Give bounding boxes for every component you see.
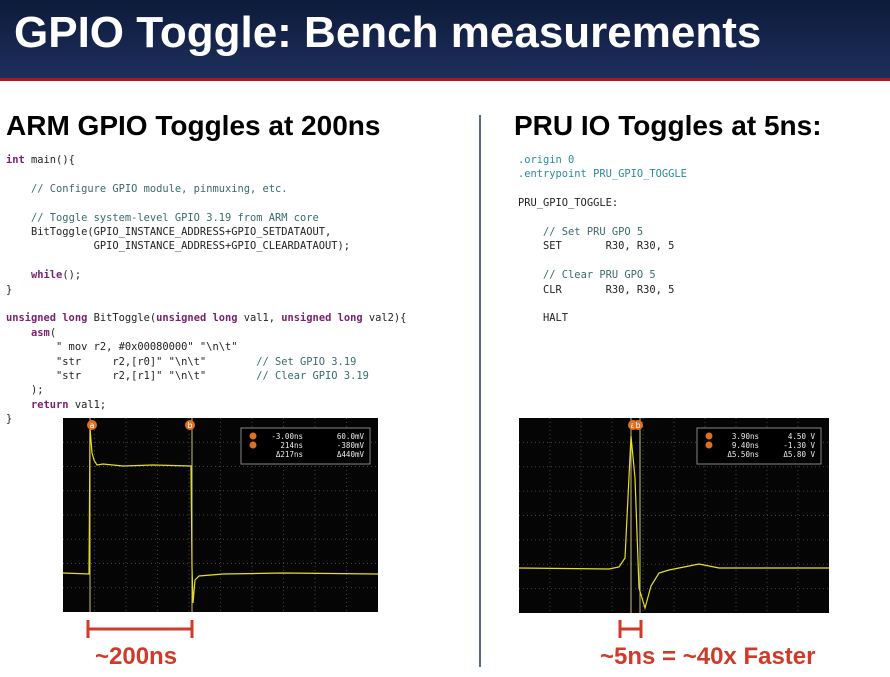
readout-value: -1.30 V bbox=[783, 441, 815, 450]
right-caption: ~5ns = ~40x Faster bbox=[600, 643, 816, 670]
code-line: HALT bbox=[518, 312, 569, 325]
code-line: SET R30, R30, 5 bbox=[518, 240, 675, 253]
marker-dot bbox=[87, 420, 97, 430]
code-block: // Set PRU GPO 5 SET R30, R30, 5 bbox=[518, 225, 687, 254]
code-line: "str r2,[r0]" "\n\t" // Set GPIO 3.19 bbox=[6, 355, 357, 368]
readout-value: 9.40ns bbox=[732, 441, 759, 450]
readout-value: 3.90ns bbox=[732, 432, 759, 441]
code-block: int main(){ bbox=[6, 153, 406, 167]
code-line: BitToggle(GPIO_INSTANCE_ADDRESS+GPIO_SET… bbox=[6, 226, 332, 238]
code-block: HALT bbox=[518, 311, 687, 325]
marker-label: a bbox=[90, 421, 95, 430]
code-line: // Clear PRU GPO 5 bbox=[543, 269, 656, 282]
readout-value: -380mV bbox=[337, 441, 365, 450]
marker-dot bbox=[633, 420, 643, 430]
code-line: int main(){ bbox=[6, 154, 75, 166]
marker-label: b bbox=[635, 421, 640, 430]
header: GPIO Toggle: Bench measurements bbox=[0, 0, 890, 81]
code-block: while();} bbox=[6, 268, 406, 297]
code-line: .origin 0 bbox=[518, 154, 575, 166]
code-line: // Configure GPIO module, pinmuxing, etc… bbox=[31, 182, 288, 195]
readout-marker bbox=[705, 441, 713, 449]
code-line: .entrypoint PRU_GPIO_TOGGLE bbox=[518, 168, 687, 181]
code-block: // Configure GPIO module, pinmuxing, etc… bbox=[6, 182, 406, 196]
right-scope: a b3.90ns 4.50 V9.40ns -1.30 VΔ5.50ns Δ5.80 … bbox=[519, 418, 829, 613]
code-line: } bbox=[6, 413, 13, 426]
readout-marker bbox=[705, 432, 713, 440]
readout-value: 4.50 V bbox=[788, 432, 816, 441]
duration-bars bbox=[86, 620, 643, 638]
trace bbox=[519, 435, 829, 611]
code-line: "str r2,[r1]" "\n\t" // Clear GPIO 3.19 bbox=[6, 370, 369, 383]
readout-value: 214ns bbox=[280, 441, 303, 450]
marker-label: b bbox=[187, 421, 192, 430]
readout-value: Δ5.50ns bbox=[727, 450, 759, 459]
left-code: int main(){ // Configure GPIO module, pi… bbox=[6, 153, 406, 441]
code-line: PRU_GPIO_TOGGLE: bbox=[518, 197, 619, 210]
left-caption: ~200ns bbox=[95, 643, 178, 670]
readout-box bbox=[696, 427, 822, 465]
code-line: unsigned long BitToggle(unsigned long va… bbox=[6, 312, 407, 325]
left-scope: a b -3.00ns 60.0mV 214ns -380mV Δ217ns Δ440mV bbox=[63, 418, 378, 612]
readout-value: 60.0mV bbox=[337, 432, 365, 441]
readout-marker bbox=[249, 432, 257, 440]
readout-value: Δ5.80 V bbox=[783, 450, 815, 459]
readout-marker bbox=[249, 441, 257, 449]
right-heading: PRU IO Toggles at 5ns: bbox=[514, 110, 822, 141]
code-line: asm( bbox=[31, 326, 57, 339]
code-line: } bbox=[6, 283, 13, 296]
readout-value: -3.00ns bbox=[271, 432, 303, 441]
title: GPIO Toggle: Bench measurements bbox=[14, 8, 762, 57]
code-line: while(); bbox=[31, 269, 82, 282]
code-line: CLR R30, R30, 5 bbox=[518, 283, 675, 296]
readout-value: Δ440mV bbox=[337, 450, 365, 459]
code-line: " mov r2, #0x00080000" "\n\t" bbox=[6, 341, 238, 354]
readout-value: Δ217ns bbox=[276, 450, 303, 459]
trace bbox=[63, 427, 378, 604]
code-block: // Clear PRU GPO 5 CLR R30, R30, 5 bbox=[518, 268, 687, 297]
code-block: unsigned long BitToggle(unsigned long va… bbox=[6, 311, 406, 426]
right-code: .origin 0 .entrypoint PRU_GPIO_TOGGLE PRU_… bbox=[518, 153, 687, 340]
code-line: ); bbox=[6, 384, 44, 397]
code-line: GPIO_INSTANCE_ADDRESS+GPIO_CLEARDATAOUT)… bbox=[6, 240, 351, 253]
code-line: return val1; bbox=[31, 398, 107, 411]
divider bbox=[479, 115, 481, 667]
left-heading: ARM GPIO Toggles at 200ns bbox=[6, 110, 381, 141]
code-block: .origin 0 .entrypoint PRU_GPIO_TOGGLE bbox=[518, 153, 687, 182]
code-block: PRU_GPIO_TOGGLE: bbox=[518, 196, 687, 210]
readout-box bbox=[240, 427, 371, 465]
code-line: // Toggle system-level GPIO 3.19 from AR… bbox=[31, 211, 319, 224]
marker-dot bbox=[185, 420, 195, 430]
code-line: // Set PRU GPO 5 bbox=[543, 226, 644, 238]
code-block: // Toggle system-level GPIO 3.19 from AR… bbox=[6, 211, 406, 254]
